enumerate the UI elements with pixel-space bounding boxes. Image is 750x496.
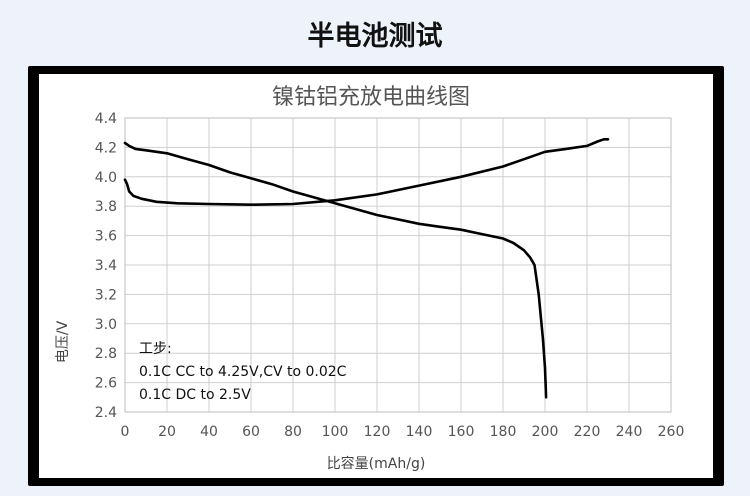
annotation-discharge: 0.1C DC to 2.5V [139, 387, 251, 403]
page-title: 半电池测试 [307, 21, 443, 52]
y-tick-label: 3.0 [95, 317, 117, 333]
charge-curve [123, 138, 610, 206]
discharge-curve [123, 141, 548, 399]
x-tick-label: 220 [574, 424, 601, 440]
y-tick-label: 2.6 [95, 376, 117, 392]
y-tick-label: 3.4 [95, 258, 117, 274]
y-tick-label: 2.4 [95, 405, 117, 421]
annotation-charge: 0.1C CC to 4.25V,CV to 0.02C [139, 364, 347, 380]
y-tick-label: 4.4 [95, 111, 117, 127]
x-axis-ticks: 0 20 40 60 80 100 120 140 160 180 200 220 240 260 [121, 424, 685, 440]
x-tick-label: 0 [121, 424, 130, 440]
chart-grid [124, 117, 672, 413]
y-tick-label: 4.0 [95, 170, 117, 186]
y-axis-ticks: 2.4 2.6 2.8 3.0 3.2 3.4 3.6 3.8 4.0 4.2 4.4 [95, 111, 117, 421]
y-tick-label: 4.2 [95, 140, 117, 156]
x-tick-label: 180 [490, 424, 517, 440]
y-tick-label: 2.8 [95, 346, 117, 362]
x-tick-label: 200 [532, 424, 559, 440]
plot-border [124, 117, 672, 413]
annotation-step: 工步: [139, 341, 172, 357]
x-tick-label: 240 [616, 424, 643, 440]
x-tick-label: 260 [658, 424, 685, 440]
y-axis-label: 电压/V [55, 320, 71, 363]
x-tick-label: 160 [448, 424, 475, 440]
x-tick-label: 20 [158, 424, 176, 440]
y-tick-label: 3.8 [95, 199, 117, 215]
y-tick-label: 3.6 [95, 229, 117, 245]
x-tick-label: 60 [242, 424, 260, 440]
chart-title: 镍钴铝充放电曲线图 [272, 85, 470, 110]
x-tick-label: 40 [200, 424, 218, 440]
x-tick-label: 100 [322, 424, 349, 440]
charge-discharge-chart: 镍钴铝充放电曲线图 2.4 2.6 2.8 3.0 3.2 3.4 3.6 3.8 4.0 4.2… [55, 85, 685, 472]
x-tick-label: 120 [364, 424, 391, 440]
y-tick-label: 3.2 [95, 287, 117, 303]
x-axis-label: 比容量(mAh/g) [327, 455, 426, 472]
x-tick-label: 140 [406, 424, 433, 440]
x-tick-label: 80 [284, 424, 302, 440]
chart-series [123, 138, 610, 399]
